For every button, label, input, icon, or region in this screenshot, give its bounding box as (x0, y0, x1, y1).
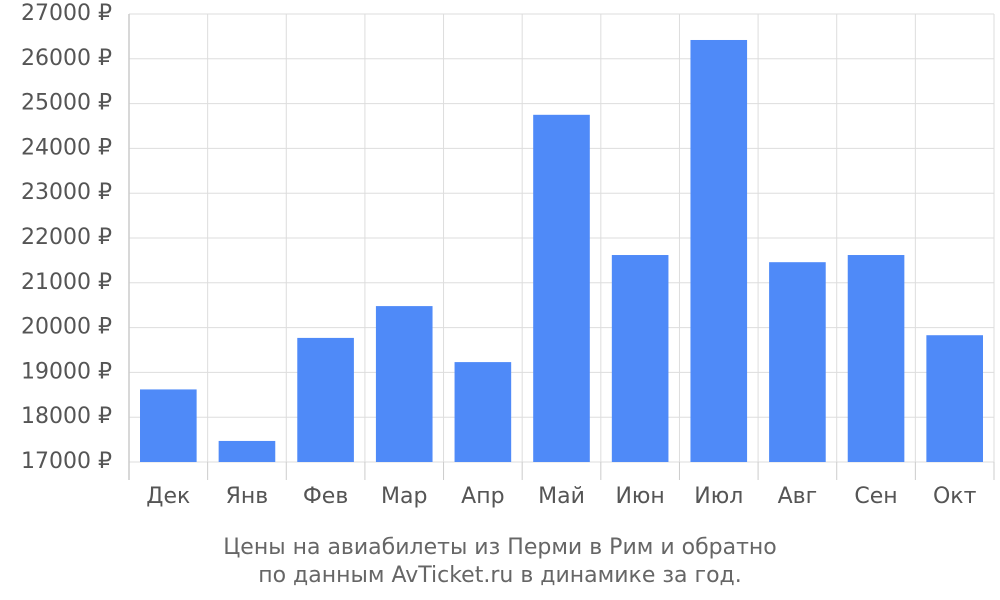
y-tick-label: 17000 ₽ (21, 449, 112, 474)
x-tick-label: Сен (854, 484, 897, 509)
x-tick-label: Май (538, 484, 585, 509)
y-tick-label: 22000 ₽ (21, 225, 112, 250)
bar (297, 337, 354, 462)
bar (454, 362, 512, 462)
bar (375, 306, 433, 462)
x-tick-label: Июл (694, 484, 743, 509)
y-tick-label: 20000 ₽ (21, 315, 112, 340)
chart-subtitle: по данным AvTicket.ru в динамике за год. (258, 563, 742, 588)
x-tick-label: Апр (461, 484, 504, 509)
y-tick-label: 18000 ₽ (21, 404, 112, 429)
x-tick-label: Окт (933, 484, 977, 509)
bar (690, 39, 748, 462)
bar (769, 262, 826, 462)
x-tick-label: Фев (303, 484, 348, 509)
x-tick-label: Дек (146, 484, 190, 509)
y-tick-label: 25000 ₽ (21, 91, 112, 116)
y-tick-label: 23000 ₽ (21, 180, 112, 205)
y-tick-label: 24000 ₽ (21, 135, 112, 160)
y-tick-label: 26000 ₽ (21, 46, 112, 71)
chart-title: Цены на авиабилеты из Перми в Рим и обра… (223, 535, 777, 560)
y-tick-label: 27000 ₽ (21, 1, 112, 26)
x-tick-label: Янв (226, 484, 269, 509)
x-tick-label: Июн (615, 484, 664, 509)
bar (218, 440, 276, 462)
y-tick-label: 19000 ₽ (21, 359, 112, 384)
bar (847, 255, 905, 462)
y-tick-label: 21000 ₽ (21, 270, 112, 295)
bar (926, 335, 983, 462)
bar (533, 114, 590, 463)
bar (611, 255, 669, 462)
x-tick-label: Мар (381, 484, 427, 509)
bar (140, 389, 197, 462)
x-tick-label: Авг (778, 484, 818, 509)
